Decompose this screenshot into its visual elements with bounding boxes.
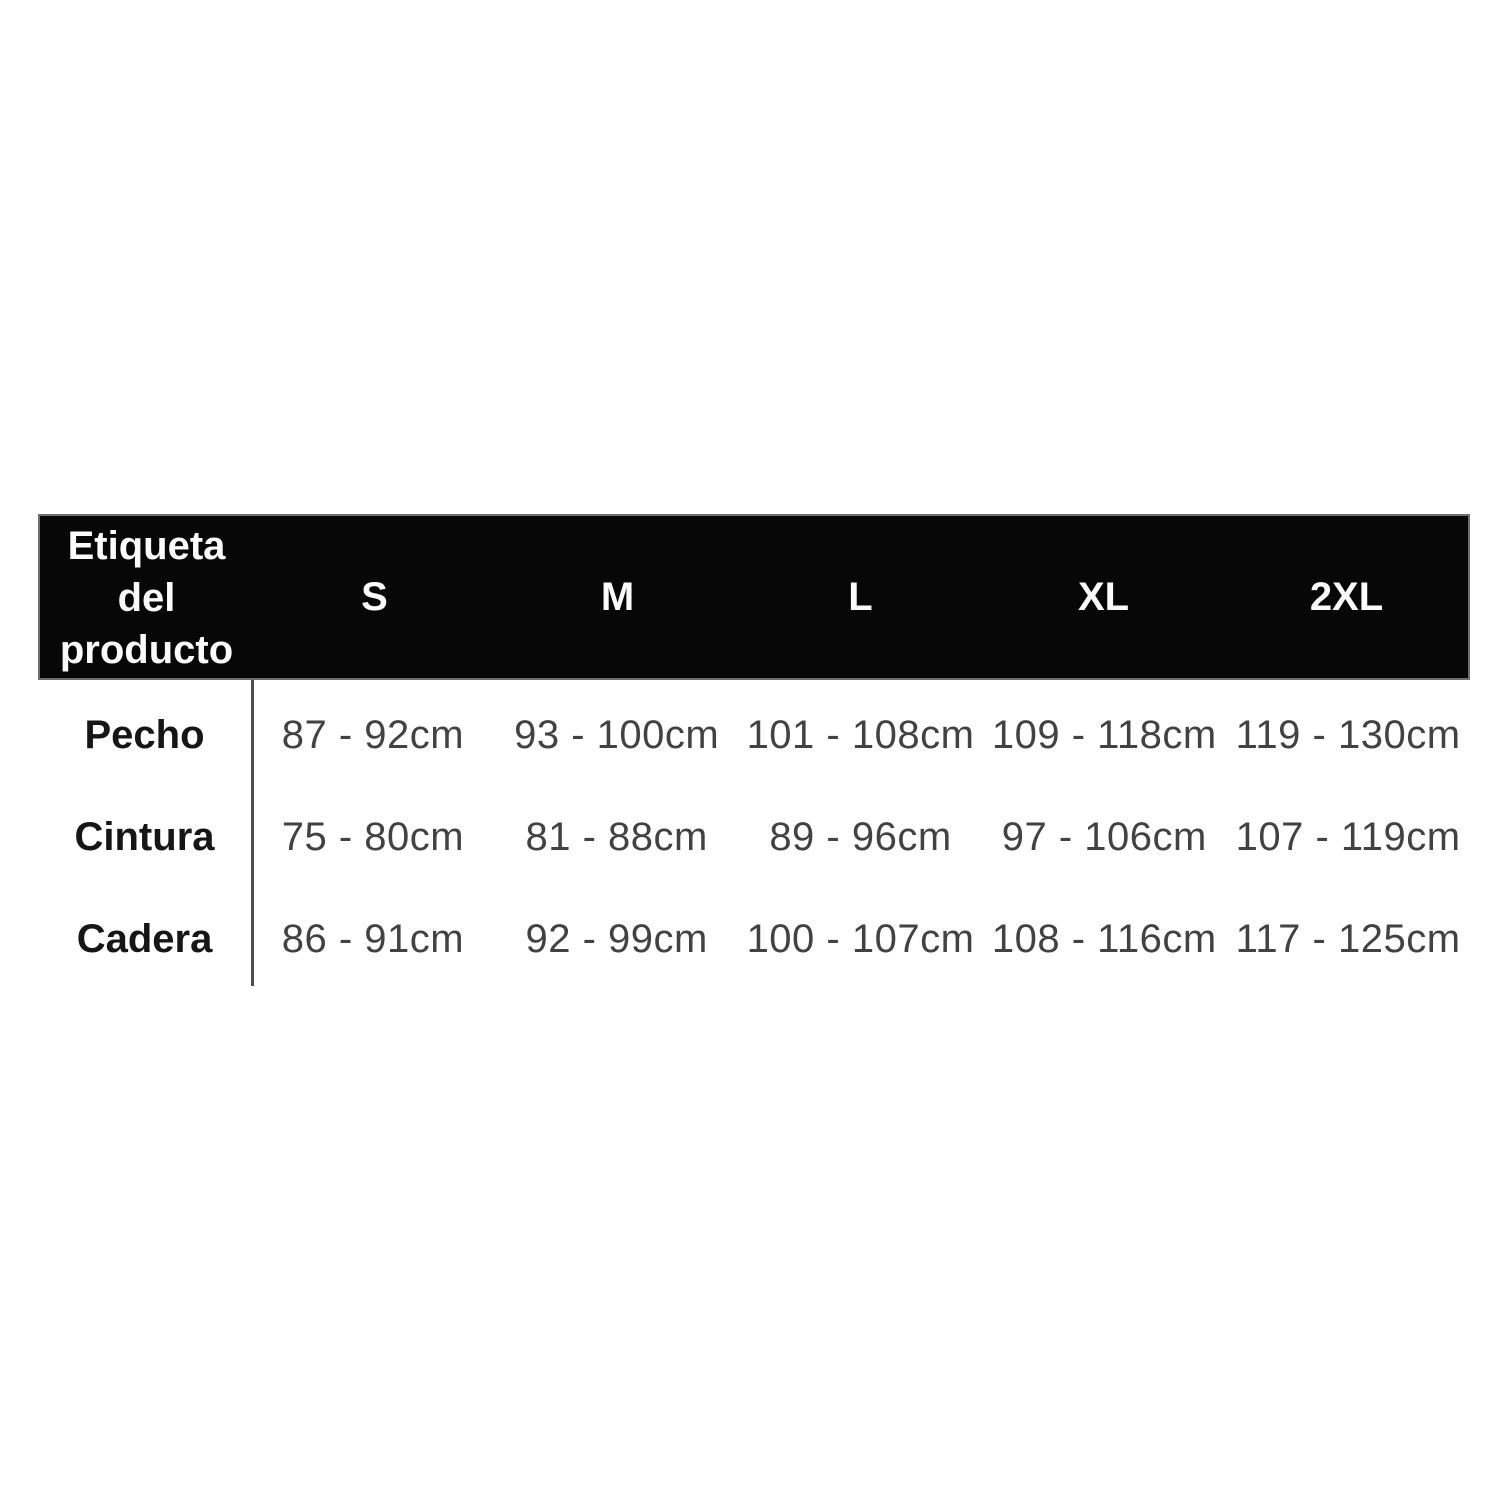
- header-size-col-l: L: [848, 574, 873, 619]
- table-row-cadera: Cadera 86 - 91cm 92 - 99cm 100 - 107cm 1…: [38, 888, 1470, 990]
- measurement-cell: 75 - 80cm: [281, 814, 465, 859]
- measurement-cell: 100 - 107cm: [746, 916, 975, 961]
- measurement-cell: 108 - 116cm: [991, 916, 1217, 961]
- table-body: Pecho 87 - 92cm 93 - 100cm 101 - 108cm 1…: [38, 680, 1470, 990]
- measurement-cell: 109 - 118cm: [991, 712, 1217, 757]
- measurement-cell: 89 - 96cm: [769, 814, 952, 859]
- header-size-col-s: S: [361, 574, 388, 619]
- measurement-cell: 93 - 100cm: [514, 712, 720, 757]
- measurement-cell: 81 - 88cm: [525, 814, 708, 859]
- header-size-col-2xl: 2XL: [1309, 574, 1384, 619]
- row-label: Pecho: [84, 712, 205, 757]
- measurement-cell: 107 - 119cm: [1235, 814, 1461, 859]
- table-row-cintura: Cintura 75 - 80cm 81 - 88cm 89 - 96cm 97…: [38, 786, 1470, 888]
- measurement-cell: 92 - 99cm: [525, 916, 708, 961]
- measurement-cell: 101 - 108cm: [746, 712, 975, 757]
- header-product-label: Etiqueta del producto: [59, 524, 234, 672]
- row-label: Cadera: [76, 916, 213, 961]
- header-size-col-m: M: [600, 574, 635, 619]
- table-header-bar: Etiqueta del producto S M L XL 2XL: [38, 514, 1470, 680]
- measurement-cell: 87 - 92cm: [281, 712, 465, 757]
- table-row-pecho: Pecho 87 - 92cm 93 - 100cm 101 - 108cm 1…: [38, 684, 1470, 786]
- size-chart-table: Etiqueta del producto S M L XL 2XL Pecho…: [38, 514, 1470, 990]
- measurement-cell: 97 - 106cm: [1001, 814, 1207, 859]
- header-size-col-xl: XL: [1077, 574, 1130, 619]
- measurement-cell: 86 - 91cm: [281, 916, 465, 961]
- measurement-cell: 119 - 130cm: [1235, 712, 1461, 757]
- row-label: Cintura: [74, 814, 215, 859]
- label-column-divider: [251, 680, 254, 986]
- measurement-cell: 117 - 125cm: [1235, 916, 1461, 961]
